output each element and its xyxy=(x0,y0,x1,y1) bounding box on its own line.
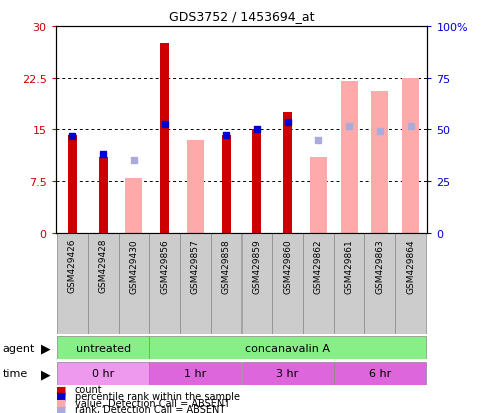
Bar xyxy=(365,233,395,335)
Bar xyxy=(334,362,426,385)
Bar xyxy=(149,337,426,359)
Text: ▶: ▶ xyxy=(41,367,51,380)
Bar xyxy=(99,158,108,233)
Text: GSM429863: GSM429863 xyxy=(375,238,384,293)
Text: GSM429859: GSM429859 xyxy=(253,238,261,293)
Text: ■: ■ xyxy=(56,398,66,408)
Text: concanavalin A: concanavalin A xyxy=(245,343,330,353)
Bar xyxy=(252,130,261,233)
Text: GSM429860: GSM429860 xyxy=(283,238,292,293)
Bar xyxy=(371,92,388,233)
Bar xyxy=(149,233,180,335)
Text: ■: ■ xyxy=(56,404,66,413)
Bar xyxy=(242,233,272,335)
Text: 6 hr: 6 hr xyxy=(369,368,391,379)
Text: GSM429856: GSM429856 xyxy=(160,238,169,293)
Text: GSM429862: GSM429862 xyxy=(314,238,323,293)
Text: value, Detection Call = ABSENT: value, Detection Call = ABSENT xyxy=(75,398,230,408)
Bar xyxy=(149,362,242,385)
Bar xyxy=(57,233,88,335)
Text: GSM429861: GSM429861 xyxy=(344,238,354,293)
Text: time: time xyxy=(2,368,28,379)
Text: ■: ■ xyxy=(56,385,66,394)
Text: count: count xyxy=(75,385,102,394)
Text: percentile rank within the sample: percentile rank within the sample xyxy=(75,391,240,401)
Bar xyxy=(283,113,292,233)
Bar xyxy=(395,233,426,335)
Bar xyxy=(341,82,357,233)
Bar xyxy=(126,178,142,233)
Text: 0 hr: 0 hr xyxy=(92,368,114,379)
Bar xyxy=(402,78,419,233)
Text: 1 hr: 1 hr xyxy=(185,368,207,379)
Bar xyxy=(180,233,211,335)
Text: agent: agent xyxy=(2,343,35,353)
Bar xyxy=(334,233,365,335)
Bar xyxy=(57,362,149,385)
Bar xyxy=(118,233,149,335)
Bar xyxy=(303,233,334,335)
Text: rank, Detection Call = ABSENT: rank, Detection Call = ABSENT xyxy=(75,404,225,413)
Text: ■: ■ xyxy=(56,391,66,401)
Text: GSM429430: GSM429430 xyxy=(129,238,139,293)
Bar xyxy=(211,233,242,335)
Text: 3 hr: 3 hr xyxy=(276,368,298,379)
Bar xyxy=(68,135,77,233)
Text: GSM429426: GSM429426 xyxy=(68,238,77,293)
Bar xyxy=(57,337,149,359)
Text: GSM429864: GSM429864 xyxy=(406,238,415,293)
Text: GDS3752 / 1453694_at: GDS3752 / 1453694_at xyxy=(169,10,314,23)
Bar xyxy=(222,135,231,233)
Text: GSM429858: GSM429858 xyxy=(222,238,230,293)
Bar xyxy=(272,233,303,335)
Bar xyxy=(310,158,327,233)
Text: GSM429857: GSM429857 xyxy=(191,238,200,293)
Bar xyxy=(160,44,169,233)
Text: GSM429428: GSM429428 xyxy=(99,238,108,293)
Text: untreated: untreated xyxy=(76,343,131,353)
Text: ▶: ▶ xyxy=(41,342,51,354)
Bar xyxy=(88,233,118,335)
Bar xyxy=(242,362,334,385)
Bar xyxy=(187,140,204,233)
